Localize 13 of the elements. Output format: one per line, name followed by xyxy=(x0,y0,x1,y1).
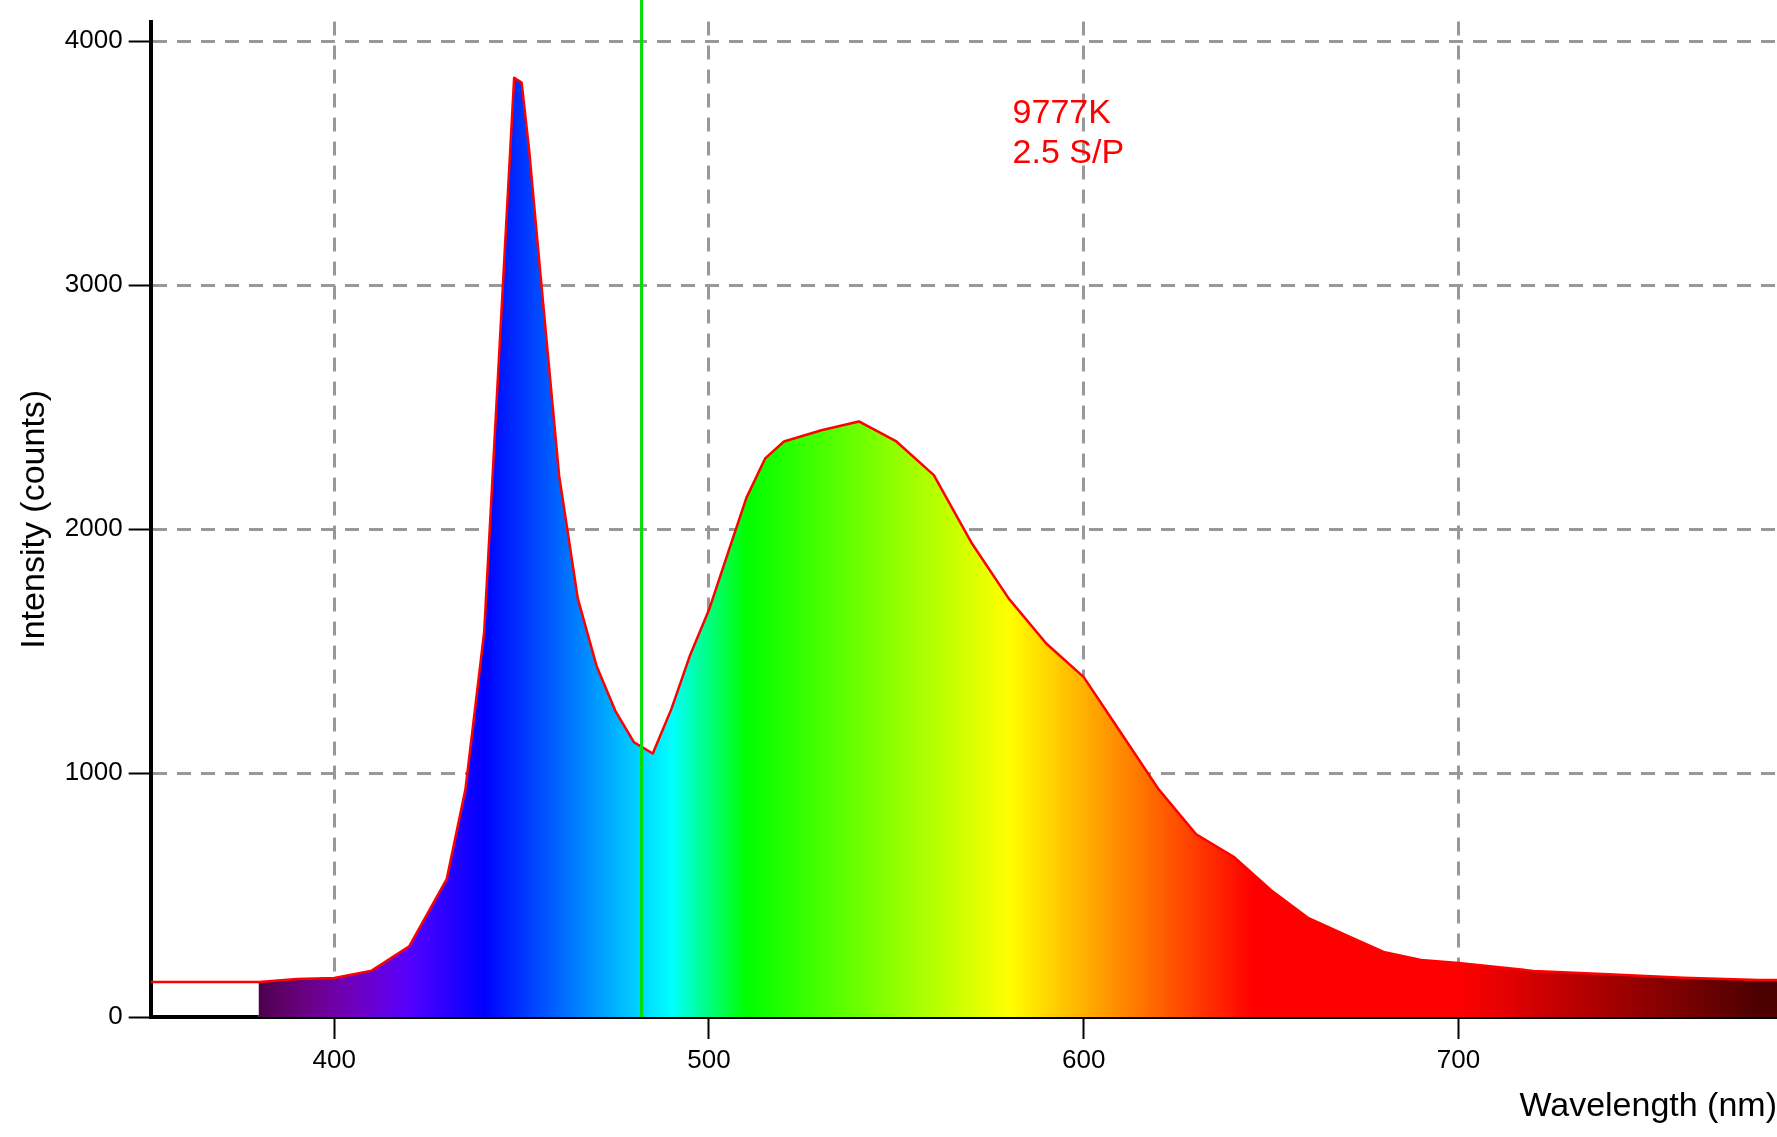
y-tick-label: 3000 xyxy=(64,268,123,299)
x-tick-label: 500 xyxy=(687,1043,731,1074)
y-tick-label: 2000 xyxy=(64,512,123,543)
y-axis-title: Intensity (counts) xyxy=(12,389,51,649)
x-tick-label: 400 xyxy=(312,1043,356,1074)
y-tick-label: 4000 xyxy=(64,24,123,55)
x-axis-title: Wavelength (nm) xyxy=(1519,1084,1777,1123)
x-tick-label: 600 xyxy=(1062,1043,1106,1074)
y-tick-label: 0 xyxy=(108,1000,123,1031)
x-tick-label: 700 xyxy=(1436,1043,1481,1074)
y-tick-label: 1000 xyxy=(64,756,123,787)
annotation: 9777K xyxy=(1012,91,1112,130)
annotation: 2.5 S/P xyxy=(1012,131,1125,170)
